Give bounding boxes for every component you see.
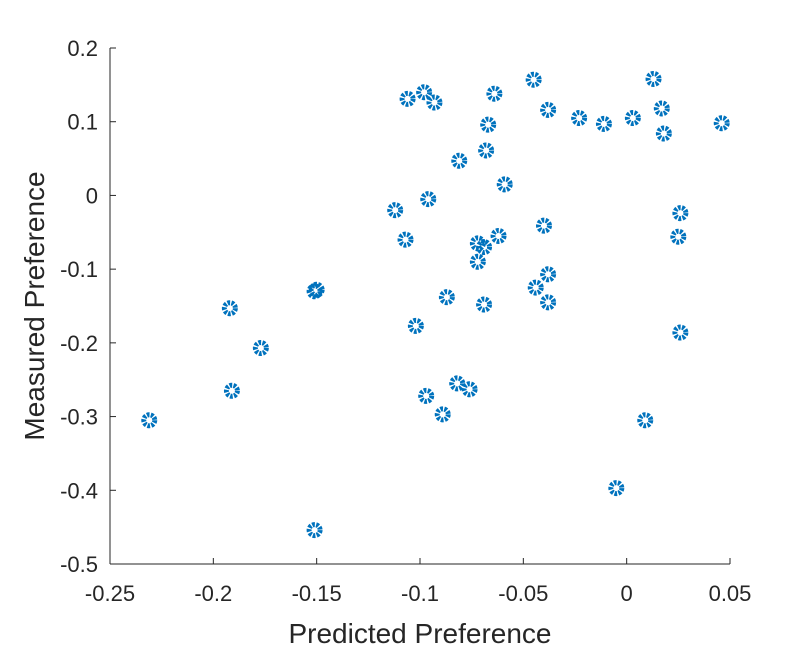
data-point [252, 340, 269, 357]
data-point [655, 125, 672, 142]
x-tick-label: 0 [621, 581, 633, 606]
data-point [397, 231, 414, 248]
data-point [713, 115, 730, 132]
data-point [387, 202, 404, 219]
data-point [486, 85, 503, 102]
y-axis-title: Measured Preference [19, 171, 50, 440]
data-point [478, 142, 495, 159]
y-tick-group: -0.5 -0.4 -0.3 -0.2 -0.1 0 0.1 0.2 [60, 36, 116, 577]
data-point [624, 110, 641, 127]
x-tick-label: -0.1 [401, 581, 439, 606]
data-point [540, 101, 557, 118]
y-tick-label: -0.3 [60, 405, 98, 430]
data-point [672, 205, 689, 222]
data-point [571, 110, 588, 127]
data-point [461, 381, 478, 398]
y-tick-label: 0.2 [67, 36, 98, 61]
x-axis-title: Predicted Preference [288, 618, 551, 649]
data-point [221, 300, 238, 317]
data-point [308, 281, 325, 298]
data-point [595, 115, 612, 132]
data-point [480, 116, 497, 133]
x-tick-label: -0.15 [292, 581, 342, 606]
data-point [469, 253, 486, 270]
data-point [645, 70, 662, 87]
data-point [420, 191, 437, 208]
x-tick-group: -0.25 -0.2 -0.15 -0.1 -0.05 0 0.05 [85, 558, 751, 606]
y-tick-label: 0 [86, 183, 98, 208]
data-point [637, 412, 654, 429]
x-tick-label: -0.2 [194, 581, 232, 606]
data-point [306, 522, 323, 539]
data-point [438, 289, 455, 306]
x-tick-label: 0.05 [709, 581, 752, 606]
data-point [540, 266, 557, 283]
y-tick-label: 0.1 [67, 110, 98, 135]
x-tick-label: -0.05 [498, 581, 548, 606]
data-point [536, 217, 552, 234]
y-tick-label: -0.1 [60, 257, 98, 282]
data-point [540, 294, 557, 311]
data-point [527, 279, 544, 296]
data-point [490, 227, 507, 244]
data-point [670, 228, 687, 245]
y-tick-label: -0.4 [60, 478, 98, 503]
axes [109, 48, 730, 565]
data-point [223, 382, 240, 399]
data-point [653, 100, 670, 117]
data-point [451, 152, 468, 169]
data-point [476, 296, 493, 313]
data-point [399, 90, 416, 107]
data-point [407, 317, 424, 334]
data-points [141, 70, 730, 539]
y-tick-label: -0.5 [60, 552, 98, 577]
data-point [416, 84, 433, 101]
data-point [141, 412, 158, 429]
data-point [426, 94, 443, 111]
data-point [525, 71, 542, 88]
data-point [496, 176, 513, 193]
data-point [449, 375, 466, 392]
data-point [608, 480, 625, 497]
data-point [434, 406, 451, 423]
data-point [672, 324, 689, 341]
data-point [418, 387, 435, 404]
data-point [476, 239, 493, 256]
x-tick-label: -0.25 [85, 581, 135, 606]
y-tick-label: -0.2 [60, 331, 98, 356]
